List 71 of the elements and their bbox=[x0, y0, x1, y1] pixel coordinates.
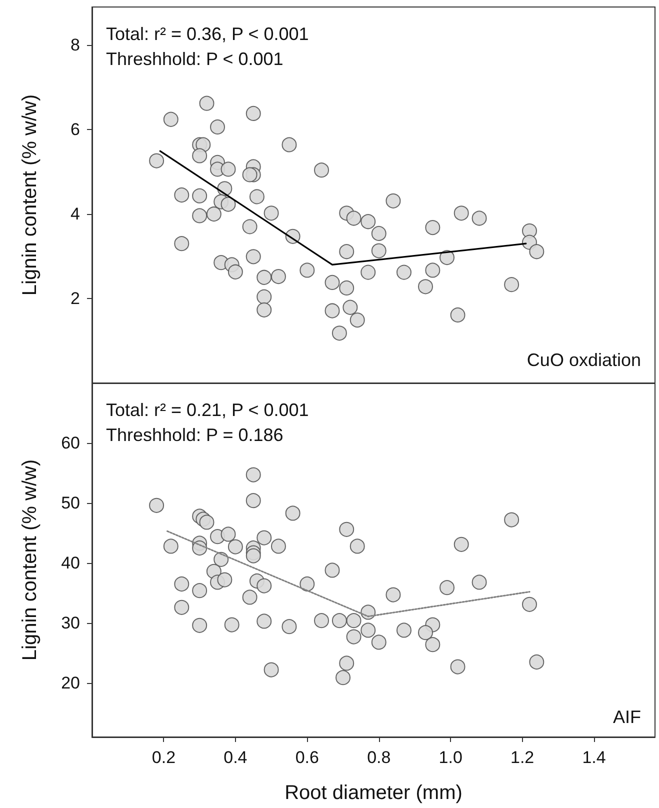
point bbox=[246, 493, 261, 508]
y-tick-label: 2 bbox=[70, 289, 80, 308]
point bbox=[256, 578, 272, 594]
point bbox=[418, 625, 433, 640]
y-tick-label: 20 bbox=[61, 674, 80, 692]
x-tick-label: 1.2 bbox=[510, 748, 534, 767]
annotation: CuO oxdiation bbox=[526, 350, 642, 370]
x-tick-label: 0.2 bbox=[152, 748, 176, 767]
point bbox=[339, 522, 354, 537]
point bbox=[440, 580, 455, 596]
point bbox=[199, 514, 214, 530]
point bbox=[270, 538, 286, 554]
y-tick-label: 50 bbox=[61, 494, 80, 512]
point bbox=[256, 530, 272, 546]
point bbox=[214, 552, 229, 567]
point bbox=[282, 619, 297, 634]
point bbox=[350, 538, 365, 554]
point bbox=[246, 467, 261, 482]
point bbox=[346, 629, 362, 644]
point bbox=[242, 590, 258, 605]
point bbox=[220, 526, 236, 542]
x-tick-label: 0.4 bbox=[224, 748, 248, 767]
x-tick-label: 0.6 bbox=[295, 748, 319, 767]
point bbox=[285, 506, 300, 521]
point bbox=[396, 622, 412, 638]
point bbox=[336, 670, 351, 686]
y-axis-title: Lignin content (% w/w) bbox=[19, 459, 41, 661]
point bbox=[386, 587, 401, 602]
point bbox=[324, 562, 340, 578]
point bbox=[450, 659, 466, 674]
point bbox=[504, 512, 520, 528]
annotation: Total: r² = 0.36, P < 0.001 bbox=[106, 24, 309, 44]
annotation: Threshhold: P < 0.001 bbox=[106, 49, 284, 69]
point bbox=[314, 613, 330, 628]
y-tick-label: 30 bbox=[61, 614, 80, 632]
point bbox=[529, 654, 544, 670]
annotation: Total: r² = 0.21, P < 0.001 bbox=[106, 400, 309, 420]
point bbox=[174, 576, 190, 592]
point bbox=[360, 622, 376, 638]
y-tick-label: 4 bbox=[70, 204, 80, 224]
point bbox=[332, 613, 347, 628]
x-tick-label: 1.4 bbox=[582, 748, 606, 767]
point bbox=[522, 596, 537, 612]
y-tick-label: 8 bbox=[70, 36, 80, 55]
x-tick-label: 0.8 bbox=[367, 748, 391, 767]
point bbox=[174, 600, 190, 615]
point bbox=[163, 538, 178, 554]
x-tick-label: 1.0 bbox=[438, 748, 462, 767]
point bbox=[224, 617, 240, 632]
point bbox=[149, 498, 164, 513]
point bbox=[339, 656, 354, 671]
point bbox=[371, 634, 386, 650]
point bbox=[300, 576, 315, 592]
point bbox=[454, 536, 469, 552]
annotation: Threshhold: P = 0.186 bbox=[106, 425, 284, 445]
x-axis-title: Root diameter (mm) bbox=[284, 782, 462, 804]
point bbox=[228, 539, 243, 554]
y-axis-title: Lignin content (% w/w) bbox=[19, 94, 41, 296]
point bbox=[217, 572, 232, 588]
point bbox=[264, 662, 279, 678]
point bbox=[472, 574, 487, 590]
y-tick-label: 40 bbox=[61, 554, 80, 572]
y-tick-label: 60 bbox=[61, 434, 80, 452]
point bbox=[256, 614, 272, 629]
point bbox=[192, 618, 208, 633]
point bbox=[192, 583, 208, 598]
point bbox=[346, 613, 362, 628]
point bbox=[425, 637, 440, 652]
point bbox=[246, 548, 261, 564]
annotation: AIF bbox=[613, 707, 642, 727]
y-tick-label: 6 bbox=[70, 120, 80, 140]
